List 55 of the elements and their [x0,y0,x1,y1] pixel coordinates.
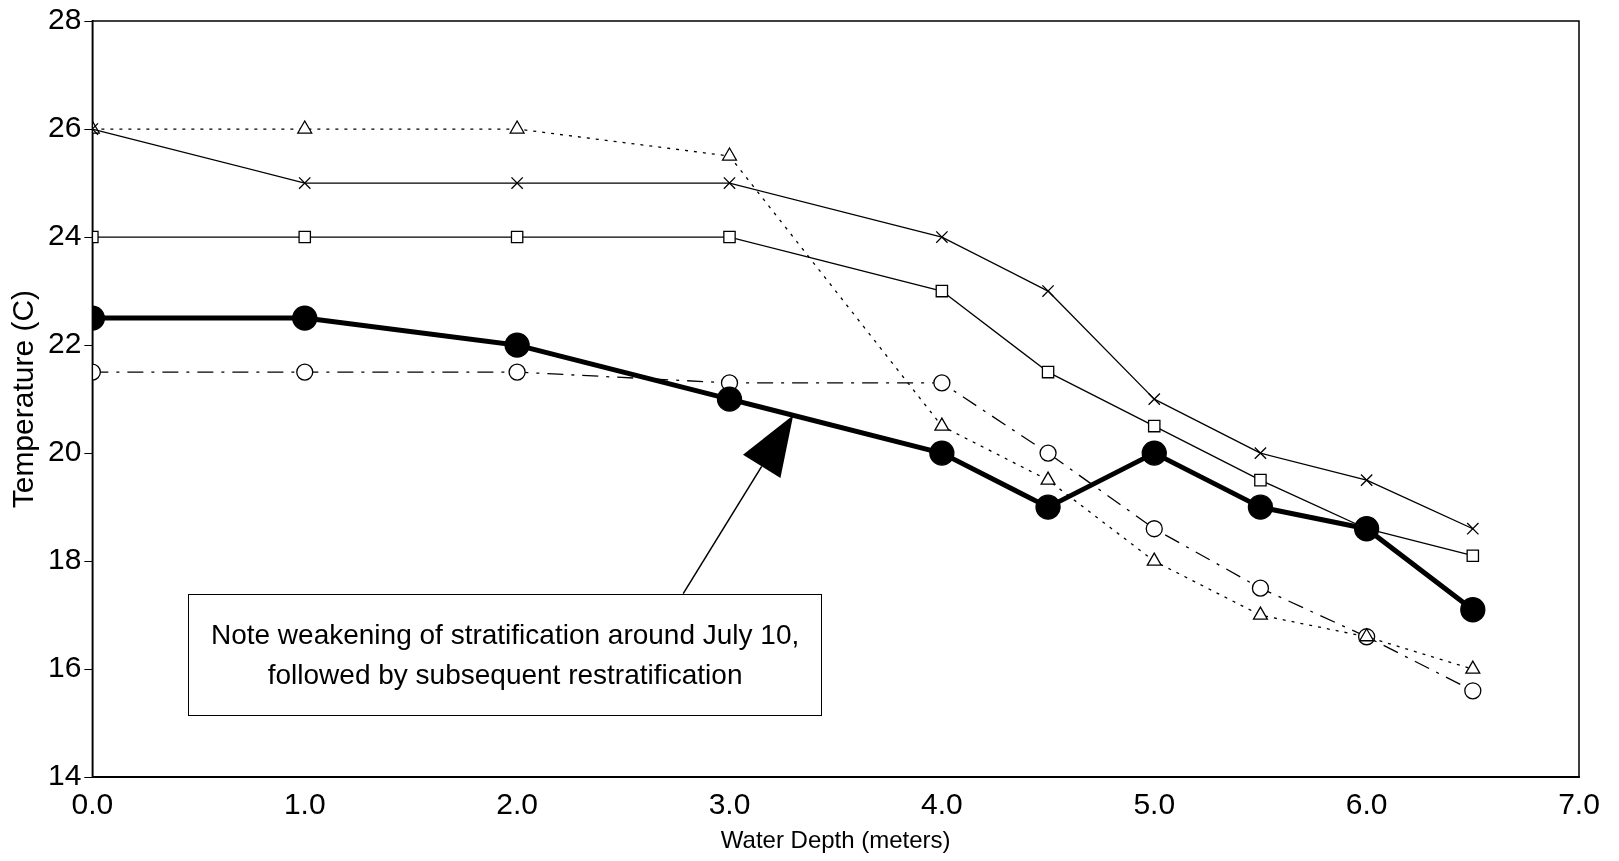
point [1041,365,1055,379]
x-tick-label: 3.0 [708,787,751,821]
y-axis-title: Temperature (C) [6,289,40,509]
x-tick-label: 1.0 [283,787,326,821]
point [297,120,313,134]
y-tick-label: 26 [47,110,82,144]
point [723,176,736,190]
x-tick-label: 5.0 [1133,787,1176,821]
point [296,363,314,381]
point [1460,597,1486,623]
point [298,230,312,244]
point [504,332,530,358]
y-tick-label: 22 [47,326,82,360]
x-axis-title: Water Depth (meters) [720,826,951,854]
point [1353,516,1380,542]
point [510,176,524,190]
point [716,386,743,412]
point [721,147,738,161]
point [1254,446,1267,460]
point [933,374,951,392]
point [1039,444,1057,462]
point [1035,494,1061,520]
point [1247,494,1274,520]
point [1254,473,1267,487]
point [1145,520,1163,538]
point [1466,549,1480,563]
point [1466,522,1480,536]
point [935,284,949,298]
point [298,176,312,190]
point [935,230,949,244]
y-tick-label: 18 [47,542,82,576]
point [723,230,736,244]
point [1147,392,1161,406]
point [1147,419,1161,433]
x-tick-label: 6.0 [1345,787,1388,821]
point [1360,473,1373,487]
point [1141,440,1167,466]
point [292,305,318,331]
point [1041,284,1055,298]
point [934,417,950,431]
point [509,120,525,134]
annotation: Note weakening of stratification around July 10, followed by subsequent restratification [187,593,823,716]
point [929,440,955,466]
point [1464,682,1482,700]
y-tick-label: 24 [47,218,82,252]
x-tick-label: 4.0 [921,787,963,821]
point [1251,579,1270,597]
point [508,363,526,381]
x-tick-label: 2.0 [496,787,538,821]
y-tick-label: 28 [47,2,82,36]
x-tick-label: 7.0 [1558,787,1600,821]
point [510,230,524,244]
y-tick-label: 16 [47,650,82,684]
point [1359,628,1375,642]
y-tick-label: 20 [47,434,82,468]
